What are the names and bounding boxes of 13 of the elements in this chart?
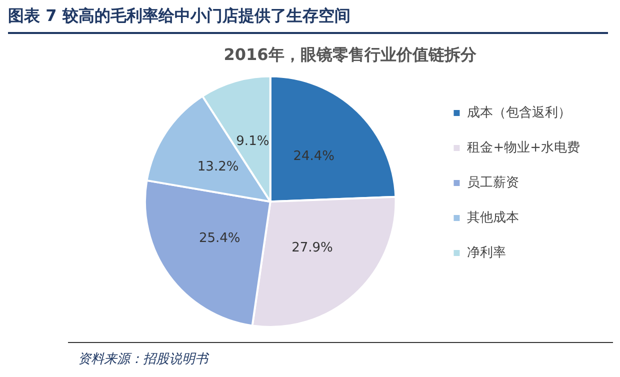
data-label: 24.4%: [293, 148, 335, 164]
legend-label: 员工薪资: [467, 175, 520, 190]
legend-label: 其他成本: [467, 210, 520, 226]
legend-label: 净利率: [467, 244, 506, 260]
text: 资料来源：招股说明书: [78, 351, 208, 368]
legend-label: 成本（包含返利）: [467, 105, 572, 120]
legend-label: 租金+物业+水电费: [467, 140, 580, 156]
data-label: 13.2%: [197, 159, 239, 174]
chart-subtitle: 2016年，眼镜零售行业价值链拆分: [224, 44, 478, 64]
chart-title: 图表 7 较高的毛利率给中小门店提供了生存空间: [8, 6, 608, 34]
data-label: 9.1%: [236, 134, 270, 149]
data-label: 25.4%: [198, 230, 240, 246]
data-label: 27.9%: [292, 240, 333, 256]
